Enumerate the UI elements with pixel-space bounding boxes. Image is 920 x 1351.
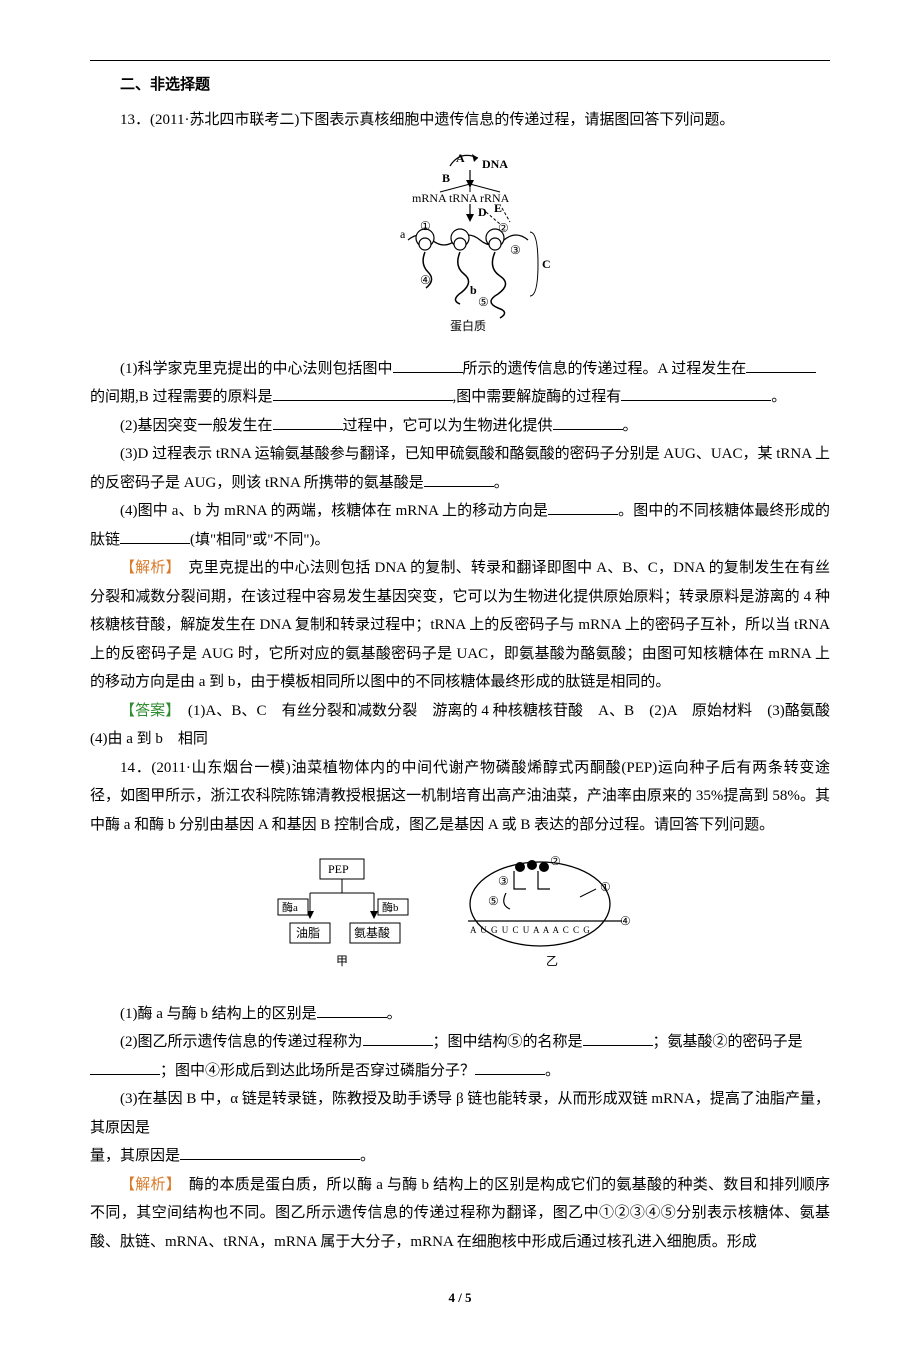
fig2-n5: ⑤ [488,894,499,908]
q13-p4c: (填"相同"或"不同")。 [190,532,329,548]
fig2-enzb: 酶b [382,901,399,914]
blank [475,1059,545,1075]
q13-analysis-text: 克里克提出的中心法则包括 DNA 的复制、转录和翻译即图中 A、B、C，DNA … [90,560,830,690]
blank [273,385,453,401]
q13-answer-text: (1)A、B、C 有丝分裂和减数分裂 游离的 4 种核糖核苷酸 A、B (2)A… [90,703,845,748]
blank [548,499,618,515]
blank [746,357,816,373]
fig1-A: A [456,151,465,165]
q13-analysis: 【解析】 克里克提出的中心法则包括 DNA 的复制、转录和翻译即图中 A、B、C… [90,554,830,697]
analysis-label: 【解析】 [120,1177,174,1193]
q13-p4a: (4)图中 a、b 为 mRNA 的两端，核糖体在 mRNA 上的移动方向是 [120,503,548,519]
fig1-protein: 蛋白质 [450,318,486,333]
fig1-n2: ② [498,221,509,235]
fig2-n4: ④ [620,914,631,928]
fig2-enza: 酶a [282,901,298,914]
q13-p2b: 过程中，它可以为生物进化提供 [343,418,553,434]
fig2-n3: ③ [498,874,509,888]
q13-p1: (1)科学家克里克提出的中心法则包括图中 所示的遗传信息的传递过程。A 过程发生在 [90,355,830,384]
blank [363,1030,433,1046]
fig2-oil: 油脂 [296,925,320,940]
top-rule [90,60,830,61]
q14-analysis-text: 酶的本质是蛋白质，所以酶 a 与酶 b 结构上的区别是构成它们的氨基酸的种类、数… [90,1177,830,1250]
q14-p2-cont: ；图中④形成后到达此场所是否穿过磷脂分子？ 。 [90,1057,830,1086]
q14-p1a: (1)酶 a 与酶 b 结构上的区别是 [120,1006,317,1022]
q13-p1c: 的间期,B 过程需要的原料是 [90,389,273,405]
blank [317,1002,387,1018]
fig2-n2: ② [550,854,561,868]
fig2-amino: 氨基酸 [354,925,390,940]
q13-p2a: (2)基因突变一般发生在 [120,418,273,434]
blank [90,1059,160,1075]
q14-p2d: ；图中④形成后到达此场所是否穿过磷脂分子？ [160,1063,475,1079]
q14-p1: (1)酶 a 与酶 b 结构上的区别是 。 [90,1000,830,1029]
fig1-C: C [542,257,551,271]
fig1-n5: ⑤ [478,295,489,309]
section-title: 二、非选择题 [90,71,830,100]
q13-stem: 13．(2011·苏北四市联考二)下图表示真核细胞中遗传信息的传递过程，请据图回… [90,106,830,135]
fig1-B: B [442,171,450,185]
fig1-n4: ④ [420,273,431,287]
blank [273,414,343,430]
q14-p3b: 。 [360,1148,375,1164]
q13-figure: A DNA B mRNA tRNA rRNA D E a ① ② ③ ④ b ⑤… [90,144,830,345]
q14-p2a: (2)图乙所示遗传信息的传递过程称为 [120,1034,363,1050]
blank [621,385,771,401]
q14-figure: PEP 酶a 酶b 油脂 氨基酸 甲 ② ③ ⑤ ① A U G U C U A… [90,849,830,990]
page-number: 4 / 5 [90,1286,830,1311]
q14-p1b: 。 [387,1006,402,1022]
q13-p1e: 。 [771,389,786,405]
q14-p2e: 。 [545,1063,560,1079]
q13-p1b: 所示的遗传信息的传递过程。A 过程发生在 [463,361,747,377]
q14-p2b: ；图中结构⑤的名称是 [433,1034,583,1050]
fig1-n1: ① [420,219,431,233]
fig1-D: D [478,205,487,219]
answer-label: 【答案】 [120,703,173,719]
blank [120,528,190,544]
fig1-a: a [400,227,406,241]
blank [393,357,463,373]
analysis-label: 【解析】 [120,560,173,576]
fig2-seq: A U G U C U A A A C C G [470,925,591,935]
q13-answer: 【答案】 (1)A、B、C 有丝分裂和减数分裂 游离的 4 种核糖核苷酸 A、B… [90,697,830,754]
q14-p3-cont: 量，其原因是。 [90,1142,830,1171]
q13-p3b: 。 [494,475,509,491]
q14-p2: (2)图乙所示遗传信息的传递过程称为 ；图中结构⑤的名称是 ；氨基酸②的密码子是 [90,1028,830,1057]
fig2-n1: ① [600,880,611,894]
fig1-lb: b [470,283,477,297]
fig2-pep: PEP [328,862,349,876]
blank [424,471,494,487]
blank [583,1030,653,1046]
fig1-E: E [494,201,502,215]
q14-stem: 14．(2011·山东烟台一模)油菜植物体内的中间代谢产物磷酸烯醇式丙酮酸(PE… [90,754,830,840]
q13-p1-cont: 的间期,B 过程需要的原料是 ,图中需要解旋酶的过程有 。 [90,383,830,412]
fig2-capb: 乙 [546,954,558,968]
q14-p2c: ；氨基酸②的密码子是 [653,1034,803,1050]
q14-p3a: (3)在基因 B 中，α 链是转录链，陈教授及助手诱导 β 链也能转录，从而形成… [90,1091,830,1136]
fig1-n3: ③ [510,243,521,257]
q14-p3: (3)在基因 B 中，α 链是转录链，陈教授及助手诱导 β 链也能转录，从而形成… [90,1085,830,1142]
q13-p2: (2)基因突变一般发生在 过程中，它可以为生物进化提供 。 [90,412,830,441]
blank [553,414,623,430]
q13-p4: (4)图中 a、b 为 mRNA 的两端，核糖体在 mRNA 上的移动方向是。图… [90,497,830,554]
q13-p1a: (1)科学家克里克提出的中心法则包括图中 [120,361,393,377]
fig1-DNA: DNA [482,157,508,171]
q14-analysis: 【解析】 酶的本质是蛋白质，所以酶 a 与酶 b 结构上的区别是构成它们的氨基酸… [90,1171,830,1257]
q13-p2c: 。 [623,418,638,434]
q13-p1d: ,图中需要解旋酶的过程有 [453,389,622,405]
q13-p3: (3)D 过程表示 tRNA 运输氨基酸参与翻译，已知甲硫氨酸和酪氨酸的密码子分… [90,440,830,497]
blank [180,1144,360,1160]
fig2-capa: 甲 [336,954,348,968]
